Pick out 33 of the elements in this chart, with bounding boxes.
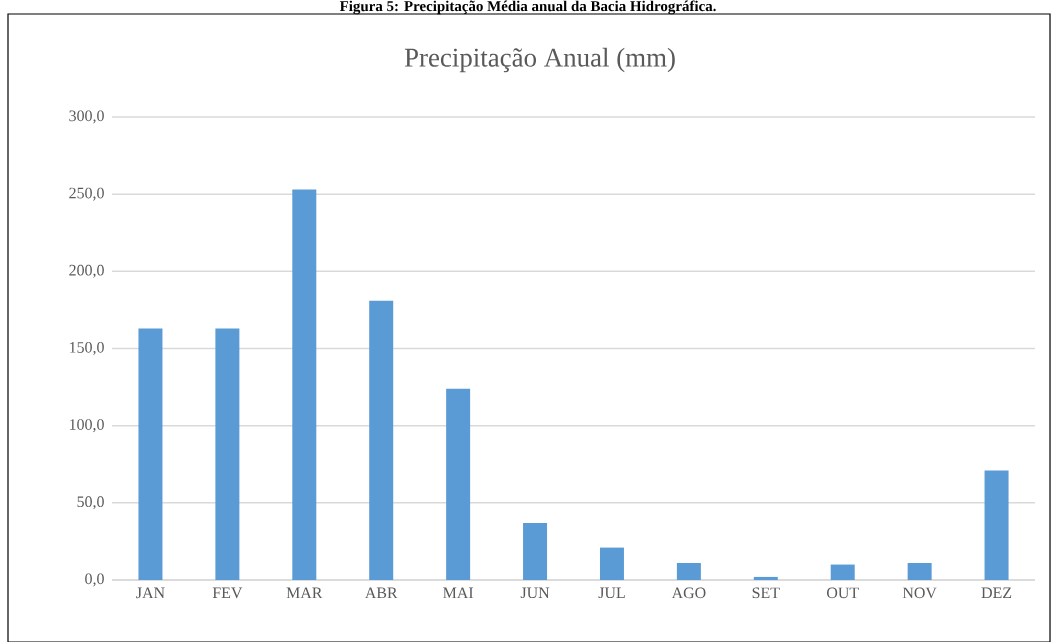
y-tick-label: 150,0 [70, 341, 104, 356]
x-tick-label: JUN [520, 587, 550, 599]
x-tick-label: MAR [286, 587, 323, 599]
x-tick-label: NOV [902, 587, 937, 599]
x-tick-label: SET [752, 587, 780, 599]
bar [830, 564, 855, 580]
y-tick-label: 200,0 [69, 264, 104, 278]
x-tick-label: OUT [826, 587, 859, 599]
text: Figura 5: Precipitação Média anual da Bacia Hidrográfica. [339, 0, 716, 15]
bar [676, 563, 701, 580]
bar [292, 189, 317, 580]
y-tick-label: 0,0 [85, 573, 104, 587]
bar [215, 328, 240, 580]
y-tick-label: 50,0 [77, 496, 104, 510]
bar [599, 547, 624, 580]
x-tick-label: MAI [443, 587, 474, 599]
x-tick-label: JAN [136, 587, 165, 599]
x-tick-label: AGO [671, 587, 706, 599]
bar [523, 522, 548, 580]
x-tick-label: FEV [212, 587, 243, 599]
x-tick-label: DEZ [981, 587, 1012, 598]
bar [138, 328, 163, 580]
bar [753, 576, 778, 580]
chart-title: Precipitação Anual (mm) [404, 47, 675, 73]
bar [369, 300, 394, 580]
y-tick-label: 300,0 [69, 110, 104, 124]
y-tick-label: 250,0 [69, 187, 104, 201]
y-tick-label: 100,0 [70, 419, 104, 433]
bar [446, 388, 471, 580]
bar [907, 563, 932, 580]
x-tick-label: ABR [364, 587, 398, 599]
bar [984, 470, 1009, 580]
x-tick-label: JUL [598, 587, 625, 599]
